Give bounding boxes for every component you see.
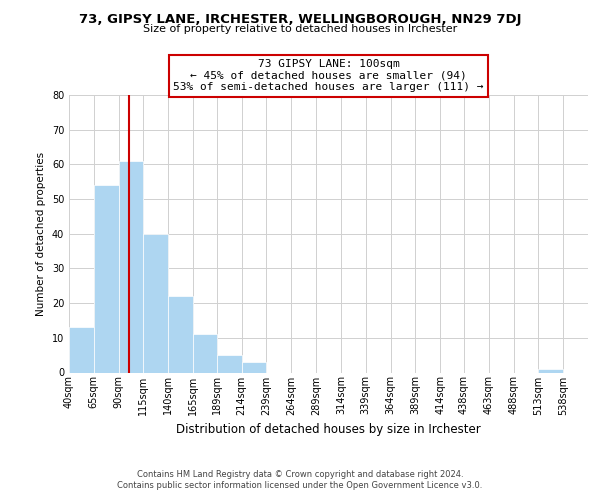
Text: 73, GIPSY LANE, IRCHESTER, WELLINGBOROUGH, NN29 7DJ: 73, GIPSY LANE, IRCHESTER, WELLINGBOROUG… — [79, 12, 521, 26]
Bar — [119, 161, 143, 372]
Bar — [538, 369, 563, 372]
Text: Contains HM Land Registry data © Crown copyright and database right 2024.: Contains HM Land Registry data © Crown c… — [137, 470, 463, 479]
Text: 73 GIPSY LANE: 100sqm
← 45% of detached houses are smaller (94)
53% of semi-deta: 73 GIPSY LANE: 100sqm ← 45% of detached … — [173, 59, 484, 92]
Text: Contains public sector information licensed under the Open Government Licence v3: Contains public sector information licen… — [118, 481, 482, 490]
Bar — [69, 328, 94, 372]
X-axis label: Distribution of detached houses by size in Irchester: Distribution of detached houses by size … — [176, 423, 481, 436]
Bar — [143, 234, 168, 372]
Text: Size of property relative to detached houses in Irchester: Size of property relative to detached ho… — [143, 24, 457, 34]
Y-axis label: Number of detached properties: Number of detached properties — [36, 152, 46, 316]
Bar — [168, 296, 193, 372]
Bar — [242, 362, 266, 372]
Bar — [94, 185, 119, 372]
Bar — [217, 355, 242, 372]
Bar — [193, 334, 217, 372]
